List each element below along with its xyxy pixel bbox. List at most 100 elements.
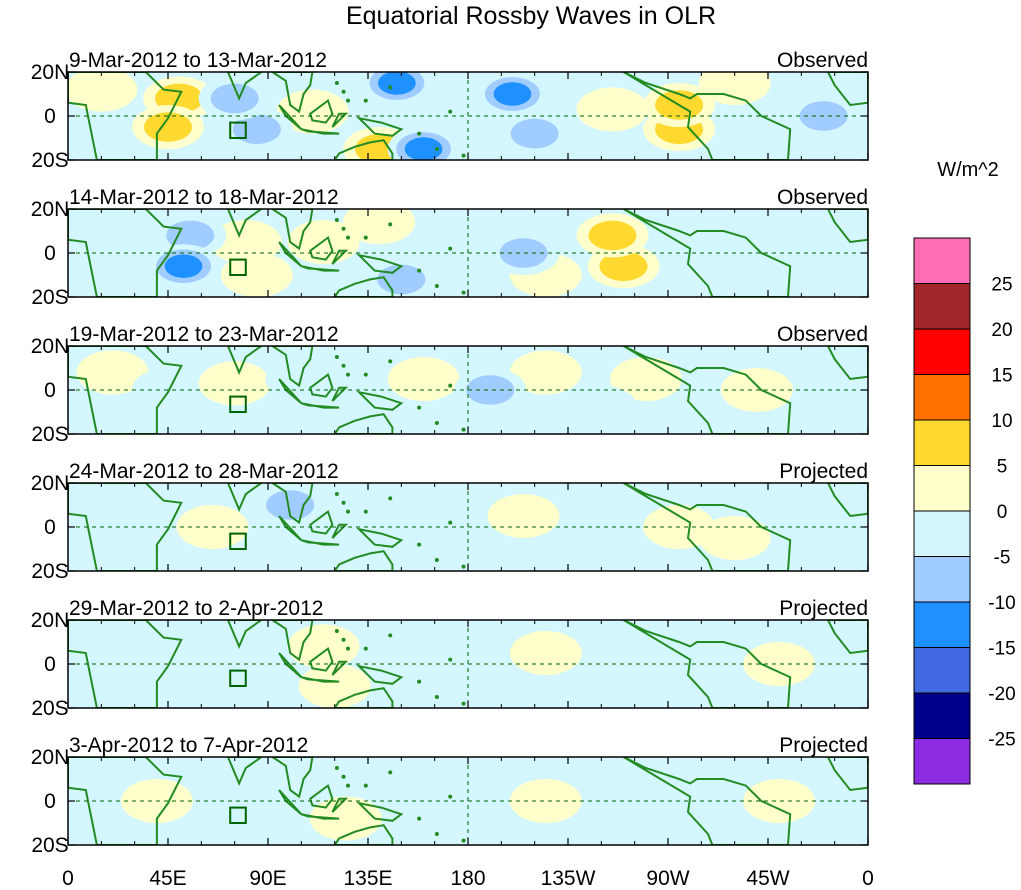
reference-box [229, 669, 247, 687]
y-tick-label: 20S [31, 286, 68, 309]
colorbar-swatch [913, 692, 971, 739]
anomaly-contour [510, 118, 559, 149]
island [461, 153, 466, 158]
coastline [309, 646, 334, 672]
island [448, 794, 453, 799]
colorbar-swatch [913, 419, 971, 466]
coastline [356, 116, 404, 137]
panel-date-range: 29-Mar-2012 to 2-Apr-2012 [69, 597, 323, 620]
colorbar-label: 15 [991, 366, 1012, 387]
anomaly-contour [565, 385, 638, 430]
colorbar: W/m^2 25 20 15 10 5 0 -5 -10 -15 -20 -25 [913, 159, 1016, 785]
coastline [226, 346, 264, 375]
island [388, 359, 393, 364]
coastline [226, 620, 264, 649]
colorbar-swatch [913, 465, 971, 512]
anomaly-contour [420, 505, 493, 549]
coastline [278, 104, 303, 130]
y-tick-label: 20N [31, 335, 70, 358]
x-tick-label: 45E [149, 867, 186, 890]
anomaly-contour [378, 72, 416, 95]
island [363, 646, 368, 651]
coastline [356, 527, 404, 548]
y-tick-label: 0 [44, 790, 56, 813]
island [346, 509, 350, 514]
coastline [826, 72, 868, 107]
coastline [331, 660, 349, 676]
panel: 20N 0 20S 29-Mar-2012 to 2-Apr-2012 Projecte… [31, 597, 869, 720]
island [346, 98, 350, 103]
panel-date-range: 14-Mar-2012 to 18-Mar-2012 [69, 186, 339, 209]
coastline [270, 483, 314, 525]
coastline [300, 265, 340, 272]
y-tick-label: 20N [31, 472, 70, 495]
panel-status: Observed [777, 186, 868, 209]
coastline [826, 620, 868, 655]
panel-date-range: 3-Apr-2012 to 7-Apr-2012 [69, 734, 308, 757]
anomaly-contour [765, 494, 838, 538]
figure-title: Equatorial Rossby Waves in OLR [346, 2, 716, 30]
y-tick-label: 20S [31, 834, 68, 857]
coastline [226, 209, 264, 238]
y-tick-label: 0 [44, 379, 56, 402]
coastline [300, 676, 340, 683]
anomaly-contour [720, 253, 793, 297]
anomaly-contour [599, 251, 648, 281]
coastline [826, 483, 868, 518]
y-tick-label: 0 [44, 653, 56, 676]
colorbar-label: -20 [988, 684, 1015, 705]
island [434, 284, 439, 288]
anomaly-contour [164, 254, 203, 278]
island [417, 816, 422, 821]
colorbar-label: -10 [988, 593, 1015, 614]
island [417, 268, 422, 273]
y-tick-label: 0 [44, 105, 56, 128]
coastline [300, 539, 340, 546]
island [448, 657, 453, 662]
panel-status: Projected [779, 597, 868, 620]
reference-box [229, 121, 247, 139]
island [346, 235, 350, 240]
anomaly-contour [509, 631, 582, 675]
coastline [309, 783, 334, 809]
island [341, 774, 346, 779]
coastline [826, 757, 868, 792]
panels: 20N 0 20S 9-Mar-2012 to 13-Mar-2012 Observed… [31, 49, 869, 857]
anomaly-contour [487, 494, 560, 538]
anomaly-contour [509, 350, 582, 395]
y-tick-label: 20S [31, 560, 68, 583]
coastline [333, 687, 394, 708]
anomaly-contour [220, 253, 293, 297]
coastline [623, 620, 792, 708]
colorbar-label: 25 [991, 275, 1012, 296]
y-tick-label: 20N [31, 198, 70, 221]
panel: 20N 0 20S 14-Mar-2012 to 18-Mar-2012 Observe… [31, 186, 869, 309]
anomaly-contour [687, 220, 760, 264]
island [334, 629, 339, 633]
anomaly-contour [287, 624, 360, 669]
reference-box [229, 532, 247, 550]
island [363, 783, 368, 788]
coastline [300, 813, 340, 820]
island [334, 492, 339, 496]
coastline [356, 664, 404, 685]
panel: 20N 0 20S 3-Apr-2012 to 7-Apr-2012 Projected [31, 734, 869, 857]
coastline [270, 72, 314, 114]
island [388, 222, 393, 227]
x-tick-label: 45W [746, 867, 789, 890]
anomaly-contour [493, 82, 532, 106]
coastline [333, 139, 394, 160]
island [341, 89, 346, 94]
anomaly-contour [743, 779, 816, 823]
coastline [278, 515, 303, 541]
anomaly-contour [387, 357, 460, 401]
y-tick-label: 20N [31, 746, 70, 769]
island [388, 770, 393, 775]
island [417, 679, 422, 684]
x-tick-label: 135E [343, 867, 392, 890]
anomaly-contour [466, 375, 515, 405]
island [434, 147, 439, 151]
coastline [623, 72, 792, 160]
colorbar-label: -5 [994, 548, 1011, 569]
colorbar-swatch [913, 510, 971, 557]
